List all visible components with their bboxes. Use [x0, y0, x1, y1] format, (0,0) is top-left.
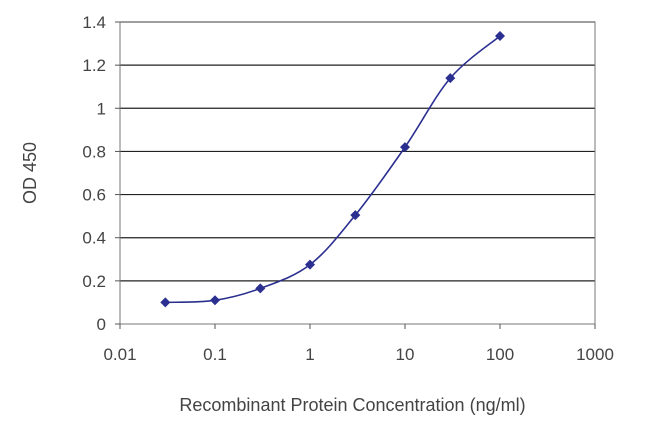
x-tick-label: 10 — [396, 345, 415, 364]
x-tick-label: 100 — [486, 345, 514, 364]
data-point — [255, 283, 266, 294]
y-axis-ticks: 0 0.2 0.4 0.6 0.8 1 1.2 1.4 — [82, 13, 120, 334]
data-point — [350, 210, 361, 221]
grid-layer — [120, 21, 595, 282]
data-point — [160, 297, 171, 308]
plot-area-frame — [119, 21, 596, 325]
y-tick-label: 0 — [97, 315, 106, 334]
y-tick-label: 0.2 — [82, 272, 106, 291]
series-points — [160, 31, 505, 308]
data-point — [210, 295, 220, 306]
x-tick-label: 1 — [305, 345, 314, 364]
data-point — [400, 142, 410, 153]
y-tick-label: 1.4 — [82, 13, 106, 32]
series-line — [165, 35, 501, 304]
y-axis-label: OD 450 — [20, 142, 40, 204]
data-point — [495, 31, 505, 42]
data-point — [305, 259, 315, 270]
y-tick-label: 1 — [97, 99, 106, 118]
y-tick-label: 1.2 — [82, 56, 106, 75]
x-tick-label: 1000 — [576, 345, 614, 364]
data-point — [445, 73, 456, 84]
y-tick-label: 0.6 — [82, 186, 106, 205]
x-tick-label: 0.1 — [203, 345, 227, 364]
x-axis-label: Recombinant Protein Concentration (ng/ml… — [179, 395, 525, 415]
y-tick-label: 0.4 — [82, 229, 106, 248]
x-axis-ticks: 0.01 0.1 1 10 100 1000 — [103, 324, 614, 364]
y-tick-label: 0.8 — [82, 142, 106, 161]
x-tick-label: 0.01 — [103, 345, 136, 364]
